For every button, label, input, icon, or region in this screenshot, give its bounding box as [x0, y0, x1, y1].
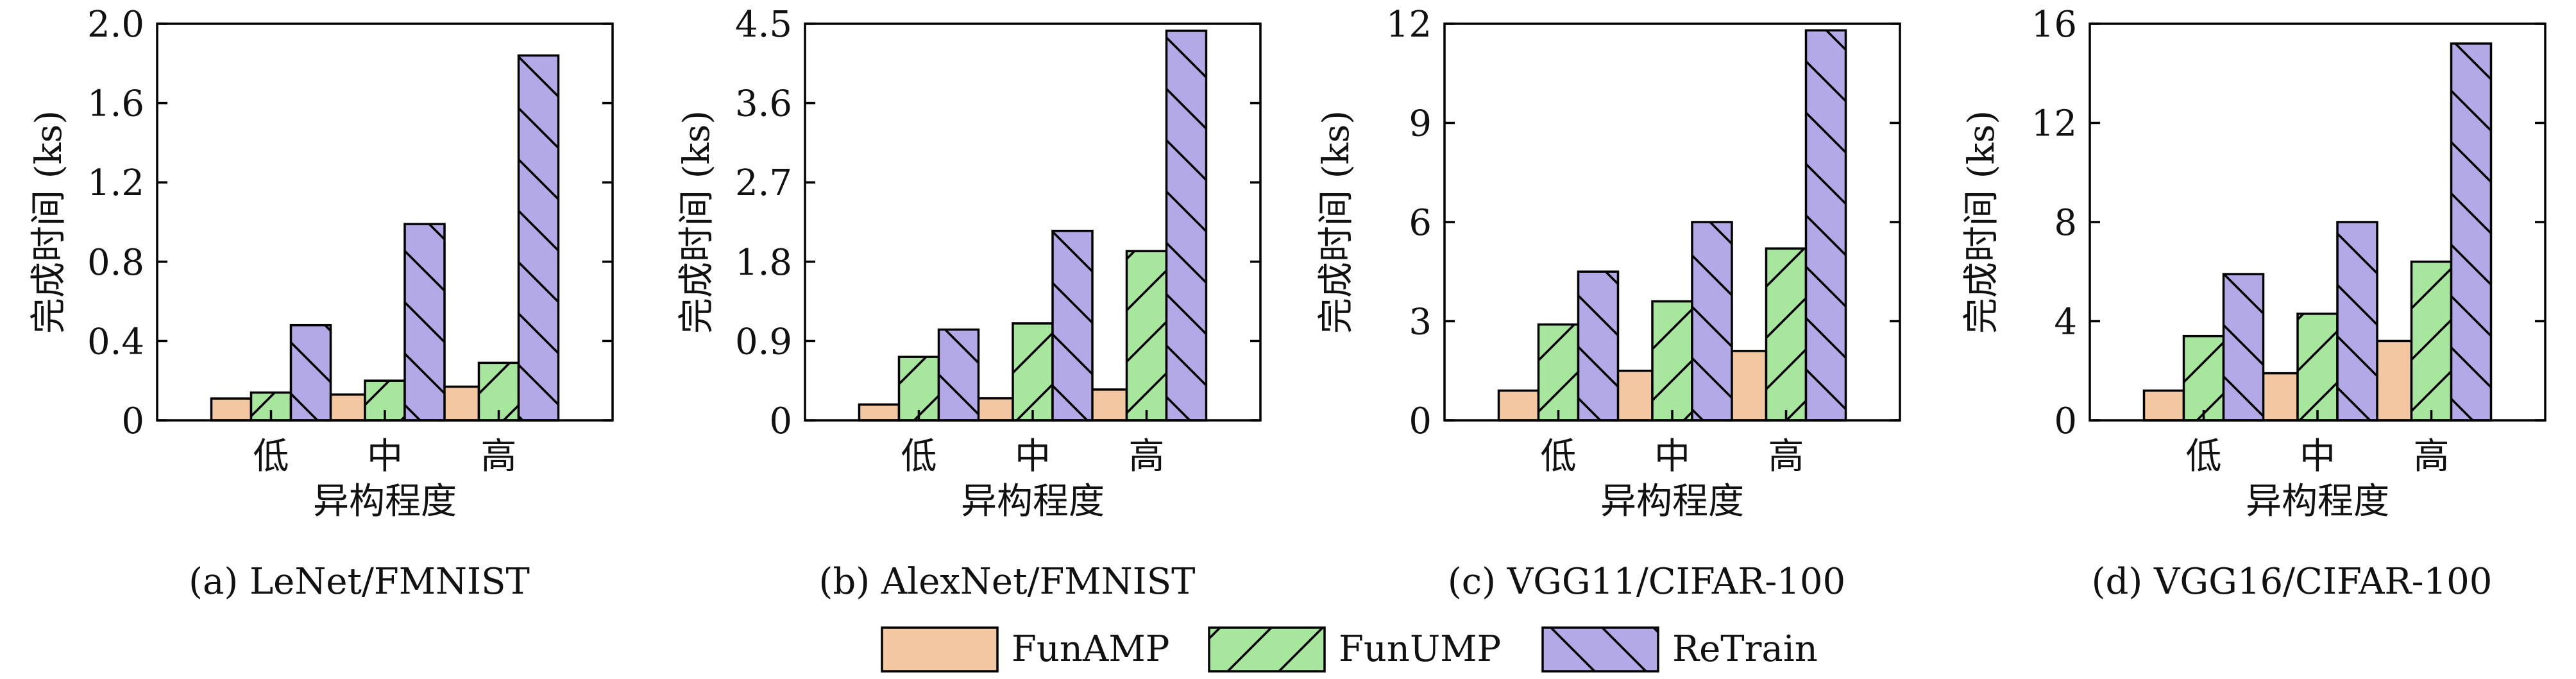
x-tick-label: 中 — [1654, 436, 1690, 477]
x-tick-label: 低 — [253, 436, 289, 477]
y-tick-label: 2.0 — [87, 4, 144, 46]
bar — [1726, 350, 1767, 420]
bar-hatch — [899, 357, 939, 420]
x-tick-label: 中 — [2300, 436, 2335, 477]
y-axis-label: 完成时间 (ks) — [676, 110, 718, 334]
y-tick-label: 16 — [2031, 4, 2077, 46]
bar-hatch — [2451, 43, 2491, 420]
legend-label: FunAMP — [1012, 628, 1169, 670]
bar-hatch — [2223, 274, 2264, 420]
y-tick-label: 2.7 — [735, 162, 792, 204]
bar-hatch — [518, 55, 559, 420]
y-tick-label: 12 — [2031, 103, 2077, 145]
legend-swatch — [882, 628, 997, 671]
y-tick-label: 4 — [2054, 302, 2077, 343]
bar — [211, 399, 251, 420]
y-tick-label: 0.8 — [87, 242, 144, 284]
y-tick-label: 3 — [1409, 302, 1432, 343]
legend-item: FunAMP — [881, 626, 1169, 673]
bar-hatch — [2298, 313, 2337, 420]
bar-hatch — [1578, 271, 1618, 420]
x-tick-label: 低 — [2186, 436, 2222, 477]
y-tick-label: 8 — [2054, 202, 2077, 244]
chart-panels: 00.40.81.21.62.0低中高异构程度完成时间 (ks)(a) LeNe… — [28, 4, 2546, 603]
y-axis-label: 完成时间 (ks) — [1316, 110, 1357, 334]
legend-item: FunUMP — [1208, 626, 1501, 673]
bar-hatch — [1806, 30, 1846, 421]
bar-hatch — [2337, 222, 2377, 420]
bar-hatch — [1013, 323, 1053, 420]
bar-hatch — [2411, 261, 2452, 420]
bar-hatch — [1126, 251, 1167, 420]
y-axis-label: 完成时间 (ks) — [28, 110, 70, 334]
bar — [1087, 389, 1127, 420]
legend-label: FunUMP — [1339, 628, 1501, 670]
legend-swatch-hatch — [1209, 628, 1325, 671]
x-tick-label: 高 — [1129, 436, 1165, 477]
bar-hatch — [1692, 222, 1732, 420]
bar-hatch — [938, 329, 979, 420]
bar-hatch — [1166, 30, 1207, 420]
y-tick-label: 12 — [1386, 4, 1432, 46]
bar-hatch — [1538, 324, 1579, 420]
bar — [859, 404, 899, 420]
x-tick-label: 高 — [1768, 436, 1804, 477]
legend-label: ReTrain — [1672, 628, 1818, 670]
legend-swatch-hatch — [1543, 628, 1658, 671]
y-tick-label: 0 — [121, 400, 144, 442]
y-tick-label: 9 — [1409, 103, 1432, 145]
legend-swatch-outline — [1208, 626, 1326, 673]
bar-hatch — [405, 224, 445, 420]
x-tick-label: 低 — [1541, 436, 1577, 477]
x-tick-label: 低 — [901, 436, 937, 477]
legend-swatch-outline — [1541, 626, 1659, 673]
x-tick-label: 高 — [481, 436, 517, 477]
bar — [2371, 341, 2412, 420]
bar — [973, 398, 1013, 420]
bar — [1613, 370, 1652, 420]
x-axis-label: 异构程度 — [1600, 481, 1744, 522]
y-tick-label: 1.6 — [87, 83, 144, 125]
y-tick-label: 4.5 — [735, 4, 792, 46]
y-tick-label: 0.9 — [735, 321, 792, 363]
y-tick-label: 0 — [1409, 400, 1432, 442]
x-tick-label: 高 — [2414, 436, 2450, 477]
bar — [2144, 390, 2184, 420]
bar-hatch — [1766, 248, 1806, 420]
x-tick-label: 中 — [1015, 436, 1051, 477]
y-tick-label: 3.6 — [735, 83, 792, 125]
bar — [325, 394, 365, 420]
panel-caption: (c) VGG11/CIFAR-100 — [1448, 561, 1845, 603]
bar — [2258, 373, 2298, 420]
bar — [439, 386, 479, 420]
y-tick-label: 0.4 — [87, 321, 144, 363]
y-tick-label: 0 — [769, 400, 792, 442]
legend-item: ReTrain — [1541, 626, 1818, 673]
y-tick-label: 1.2 — [87, 162, 144, 204]
bar — [1498, 390, 1539, 420]
bar-hatch — [1652, 301, 1692, 420]
bar-hatch — [1053, 230, 1092, 420]
legend-swatch-outline — [881, 626, 999, 673]
x-tick-label: 中 — [367, 436, 403, 477]
y-axis-label: 完成时间 (ks) — [1961, 110, 2003, 334]
x-axis-label: 异构程度 — [961, 481, 1105, 522]
x-axis-label: 异构程度 — [313, 481, 457, 522]
y-tick-label: 1.8 — [735, 242, 792, 284]
panel-caption: (a) LeNet/FMNIST — [189, 561, 530, 603]
y-tick-label: 6 — [1409, 202, 1432, 244]
bar-hatch — [291, 325, 331, 420]
panel-caption: (b) AlexNet/FMNIST — [819, 561, 1196, 603]
x-axis-label: 异构程度 — [2246, 481, 2389, 522]
bar-hatch — [2183, 336, 2224, 420]
panel-caption: (d) VGG16/CIFAR-100 — [2092, 561, 2493, 603]
legend: FunAMP FunUMP ReTrain — [881, 626, 1818, 673]
y-tick-label: 0 — [2054, 400, 2077, 442]
